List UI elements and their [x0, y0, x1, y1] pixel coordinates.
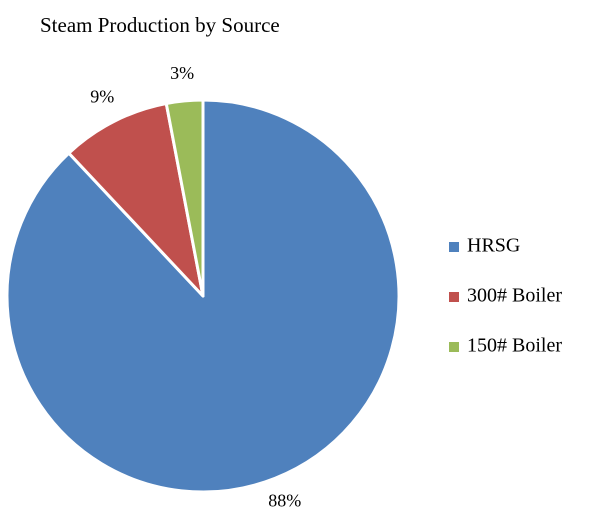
pie-slice [164, 98, 205, 298]
legend-swatch [449, 292, 459, 302]
legend-label: 300# Boiler [467, 285, 562, 307]
legend-label: HRSG [467, 235, 520, 257]
data-label: 3% [170, 63, 194, 83]
legend-swatch [449, 242, 459, 252]
data-label: 88% [268, 491, 301, 511]
legend-label: 150# Boiler [467, 335, 562, 357]
chart-title: Steam Production by Source [40, 13, 280, 37]
data-label: 9% [90, 86, 114, 106]
pie-slice [67, 101, 205, 298]
legend-swatch [449, 342, 459, 352]
